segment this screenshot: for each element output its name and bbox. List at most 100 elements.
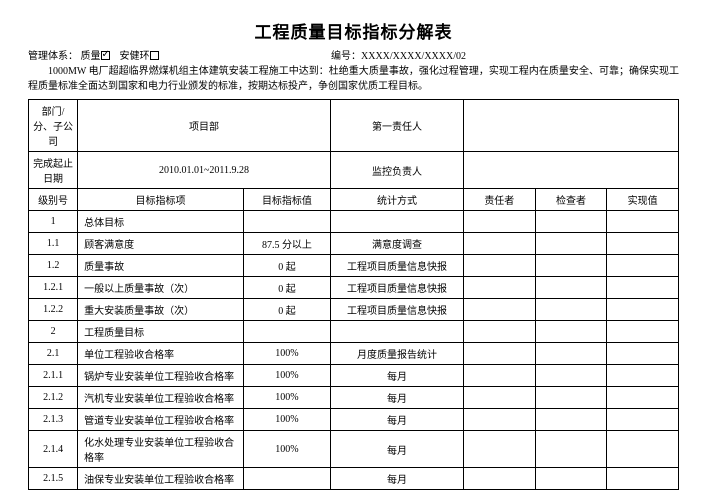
cell-stat: 每月 bbox=[330, 387, 463, 409]
cell-real bbox=[607, 233, 679, 255]
checkbox-quality-icon bbox=[101, 51, 110, 60]
cell-item: 化水处理专业安装单位工程验收合格率 bbox=[78, 431, 244, 468]
cell-resp bbox=[464, 277, 536, 299]
cell-val: 100% bbox=[243, 431, 330, 468]
cell: 部门/分、子公司 bbox=[29, 100, 78, 152]
cell-real bbox=[607, 468, 679, 490]
cell-chk bbox=[535, 468, 607, 490]
cell: 第一责任人 bbox=[330, 100, 463, 152]
cell-level: 1.2 bbox=[29, 255, 78, 277]
cell-chk bbox=[535, 233, 607, 255]
cell-chk bbox=[535, 255, 607, 277]
cell-chk bbox=[535, 299, 607, 321]
opt-quality: 质量 bbox=[81, 51, 101, 62]
cell-val bbox=[243, 321, 330, 343]
table-row: 2.1.5油保专业安装单位工程验收合格率每月 bbox=[29, 468, 679, 490]
cell-resp bbox=[464, 431, 536, 468]
cell-val: 0 起 bbox=[243, 299, 330, 321]
hdr-level: 级别号 bbox=[29, 189, 78, 211]
table-row: 2.1单位工程验收合格率100%月度质量报告统计 bbox=[29, 343, 679, 365]
cell-chk bbox=[535, 431, 607, 468]
table-row: 1.2质量事故0 起工程项目质量信息快报 bbox=[29, 255, 679, 277]
cell: 项目部 bbox=[78, 100, 331, 152]
table-row: 2工程质量目标 bbox=[29, 321, 679, 343]
table-row: 2.1.1锅炉专业安装单位工程验收合格率100%每月 bbox=[29, 365, 679, 387]
cell-resp bbox=[464, 299, 536, 321]
cell-real bbox=[607, 321, 679, 343]
cell-real bbox=[607, 211, 679, 233]
cell-level: 1 bbox=[29, 211, 78, 233]
cell-item: 工程质量目标 bbox=[78, 321, 244, 343]
cell-level: 2.1.3 bbox=[29, 409, 78, 431]
hdr-stat: 统计方式 bbox=[330, 189, 463, 211]
cell-stat: 月度质量报告统计 bbox=[330, 343, 463, 365]
cell-resp bbox=[464, 343, 536, 365]
cell-stat: 工程项目质量信息快报 bbox=[330, 299, 463, 321]
cell-val bbox=[243, 211, 330, 233]
cell bbox=[464, 100, 679, 152]
hdr-resp: 责任者 bbox=[464, 189, 536, 211]
cell-stat: 每月 bbox=[330, 468, 463, 490]
cell-val bbox=[243, 468, 330, 490]
cell-val: 87.5 分以上 bbox=[243, 233, 330, 255]
cell-item: 重大安装质量事故（次） bbox=[78, 299, 244, 321]
table-row: 部门/分、子公司 项目部 第一责任人 bbox=[29, 100, 679, 152]
cell-real bbox=[607, 365, 679, 387]
cell-item: 管道专业安装单位工程验收合格率 bbox=[78, 409, 244, 431]
cell-stat: 工程项目质量信息快报 bbox=[330, 277, 463, 299]
cell-level: 2.1 bbox=[29, 343, 78, 365]
cell-stat: 每月 bbox=[330, 431, 463, 468]
cell-chk bbox=[535, 343, 607, 365]
table-row: 完成起止日期 2010.01.01~2011.9.28 监控负责人 bbox=[29, 152, 679, 189]
page-title: 工程质量目标指标分解表 bbox=[28, 18, 679, 43]
cell-chk bbox=[535, 321, 607, 343]
cell-level: 2.1.5 bbox=[29, 468, 78, 490]
cell-level: 2 bbox=[29, 321, 78, 343]
cell-level: 1.2.2 bbox=[29, 299, 78, 321]
table-row: 1.2.1一般以上质量事故（次）0 起工程项目质量信息快报 bbox=[29, 277, 679, 299]
table-row: 2.1.3管道专业安装单位工程验收合格率100%每月 bbox=[29, 409, 679, 431]
table-row: 2.1.4化水处理专业安装单位工程验收合格率100%每月 bbox=[29, 431, 679, 468]
cell-val: 100% bbox=[243, 343, 330, 365]
cell-val: 100% bbox=[243, 365, 330, 387]
cell-item: 质量事故 bbox=[78, 255, 244, 277]
cell-stat: 每月 bbox=[330, 409, 463, 431]
cell-chk bbox=[535, 211, 607, 233]
cell-item: 汽机专业安装单位工程验收合格率 bbox=[78, 387, 244, 409]
cell-real bbox=[607, 299, 679, 321]
cell-val: 100% bbox=[243, 387, 330, 409]
cell-chk bbox=[535, 365, 607, 387]
cell-stat bbox=[330, 211, 463, 233]
cell-real bbox=[607, 431, 679, 468]
cell: 2010.01.01~2011.9.28 bbox=[78, 152, 331, 189]
cell-level: 2.1.4 bbox=[29, 431, 78, 468]
meta-row: 管理体系： 质量 安健环 编号：XXXX/XXXX/XXXX/02 bbox=[28, 47, 679, 62]
cell-chk bbox=[535, 387, 607, 409]
cell-real bbox=[607, 387, 679, 409]
hdr-chk: 检查者 bbox=[535, 189, 607, 211]
cell-real bbox=[607, 255, 679, 277]
cell-level: 1.2.1 bbox=[29, 277, 78, 299]
cell-chk bbox=[535, 277, 607, 299]
cell: 监控负责人 bbox=[330, 152, 463, 189]
cell: 完成起止日期 bbox=[29, 152, 78, 189]
cell-val: 100% bbox=[243, 409, 330, 431]
table-row: 级别号 目标指标项 目标指标值 统计方式 责任者 检查者 实现值 bbox=[29, 189, 679, 211]
cell-resp bbox=[464, 211, 536, 233]
cell-real bbox=[607, 277, 679, 299]
cell-item: 单位工程验收合格率 bbox=[78, 343, 244, 365]
cell-stat: 工程项目质量信息快报 bbox=[330, 255, 463, 277]
cell-resp bbox=[464, 321, 536, 343]
cell-chk bbox=[535, 409, 607, 431]
main-table: 部门/分、子公司 项目部 第一责任人 完成起止日期 2010.01.01~201… bbox=[28, 99, 679, 490]
hdr-real: 实现值 bbox=[607, 189, 679, 211]
table-row: 2.1.2汽机专业安装单位工程验收合格率100%每月 bbox=[29, 387, 679, 409]
table-row: 1.1顾客满意度87.5 分以上满意度调查 bbox=[29, 233, 679, 255]
opt-safety: 安健环 bbox=[120, 51, 150, 62]
cell-val: 0 起 bbox=[243, 255, 330, 277]
cell-stat: 满意度调查 bbox=[330, 233, 463, 255]
cell-item: 一般以上质量事故（次） bbox=[78, 277, 244, 299]
hdr-val: 目标指标值 bbox=[243, 189, 330, 211]
table-row: 1.2.2重大安装质量事故（次）0 起工程项目质量信息快报 bbox=[29, 299, 679, 321]
cell-level: 1.1 bbox=[29, 233, 78, 255]
